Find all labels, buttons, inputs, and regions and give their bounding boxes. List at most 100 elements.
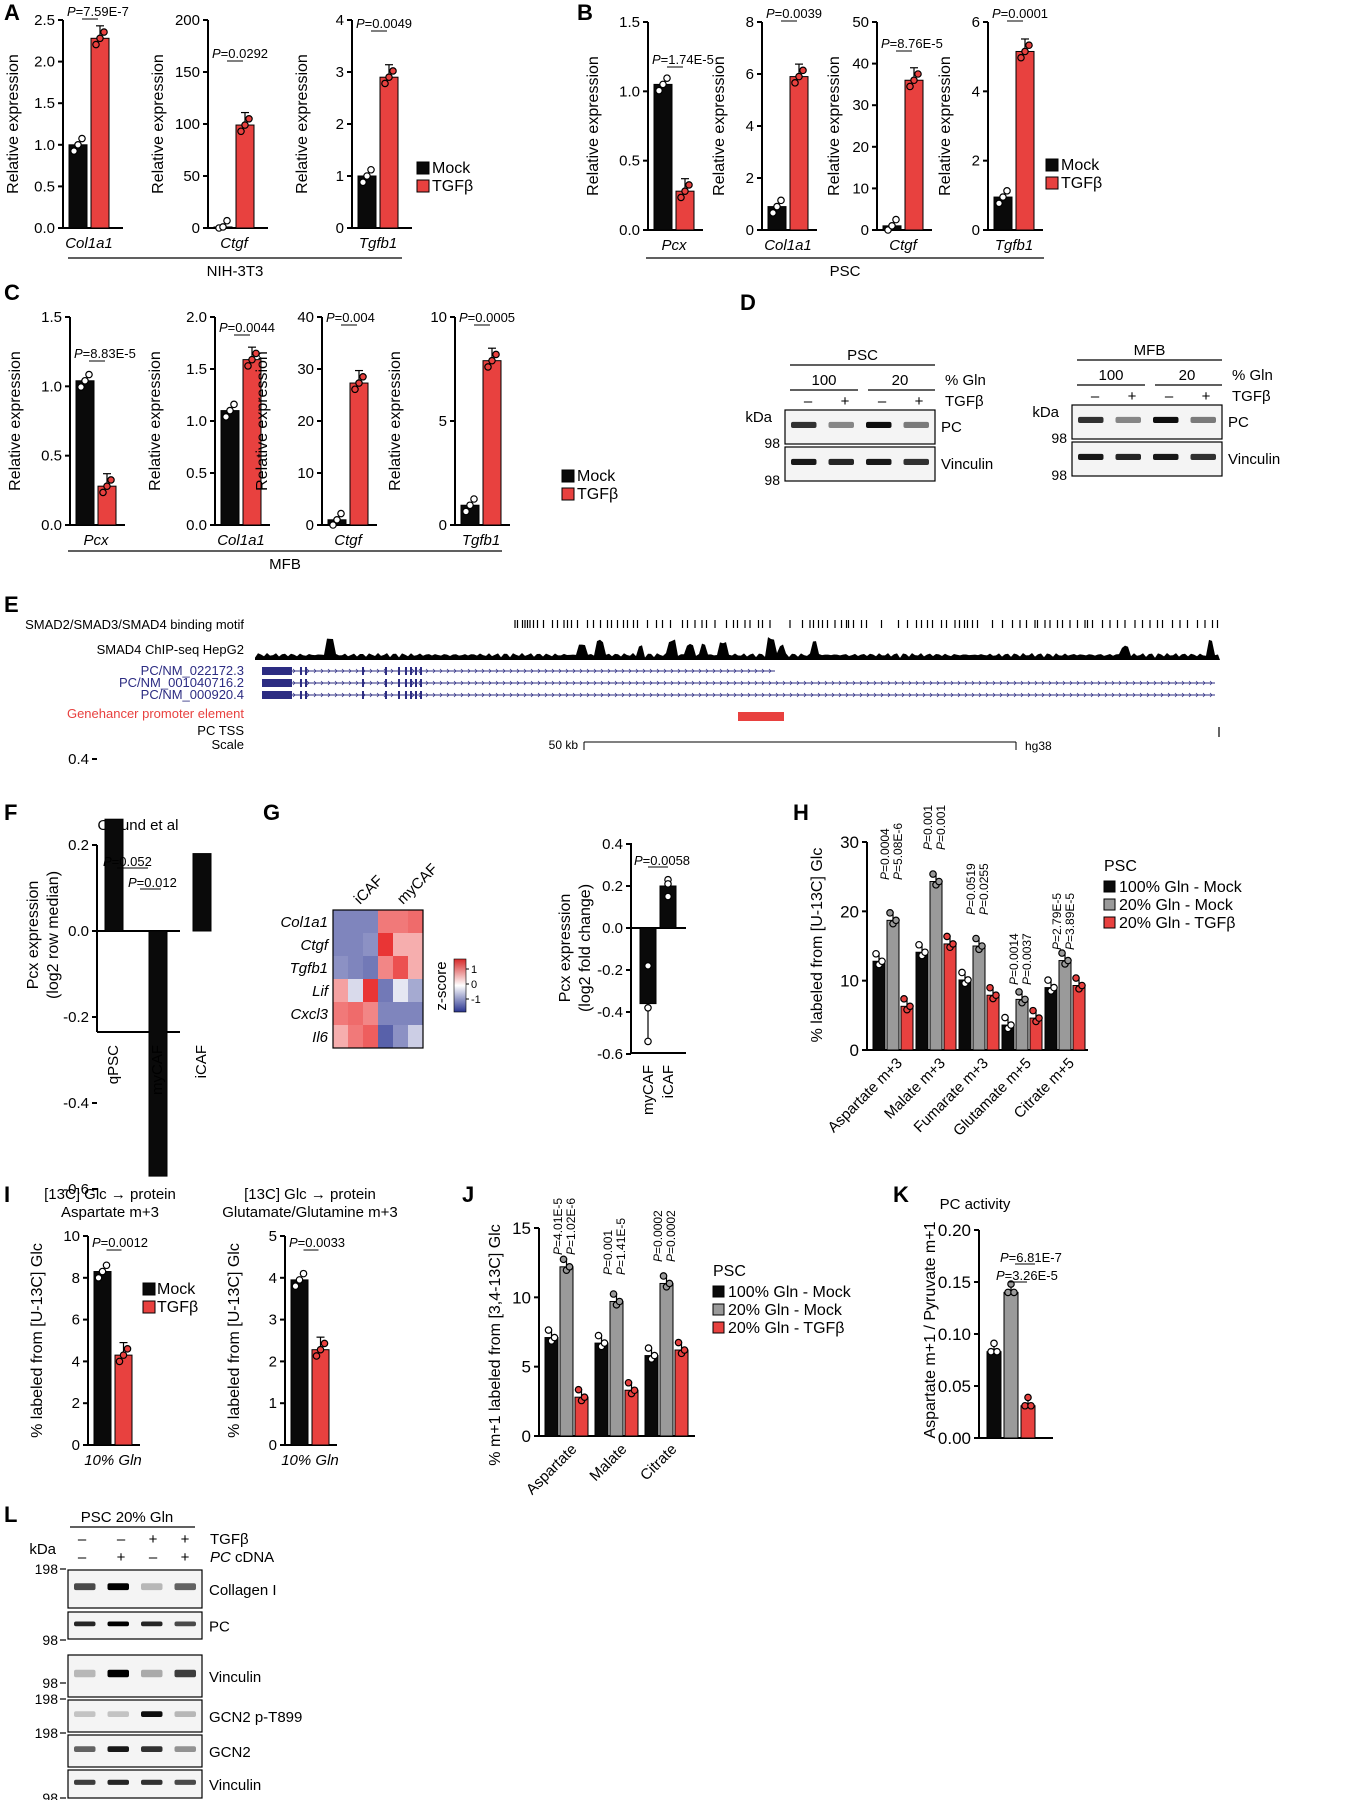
strand-arrow (754, 692, 758, 698)
data-point (100, 28, 108, 36)
strand-arrow (999, 680, 1003, 686)
strand-arrow (873, 692, 877, 698)
bar-1 (886, 919, 900, 1051)
data-point (906, 82, 914, 91)
data-point (600, 1339, 609, 1347)
strand-arrow (502, 692, 506, 698)
band (174, 1779, 196, 1785)
data-point (644, 1344, 653, 1352)
strand-arrow (747, 668, 751, 674)
band (107, 1621, 129, 1627)
panel-letter: G (263, 800, 280, 825)
strand-arrow (824, 680, 828, 686)
tick-label: 0 (746, 222, 754, 239)
legend-item: 20% Gln - TGFβ (728, 1320, 845, 1337)
exon (362, 679, 364, 687)
data-point (226, 406, 234, 415)
strand-arrow (957, 692, 961, 698)
tick-label: 4 (72, 1353, 80, 1370)
strand-arrow (467, 668, 471, 674)
western-blot-psc: PSC 100 20 % Gln – + – + TGFβ kDa 98 98 PC Vinculin (745, 347, 993, 488)
tick-label: 50 (183, 168, 200, 185)
strand-arrow (733, 680, 737, 686)
data-point (892, 215, 900, 224)
strand-arrow (691, 668, 695, 674)
bar (1003, 1291, 1019, 1439)
p-value: P=5.08E-6 (891, 823, 905, 880)
strand-arrow (453, 680, 457, 686)
p-value: P=0.0002 (664, 1210, 678, 1262)
exon (410, 679, 412, 687)
exon (300, 667, 302, 675)
tick-label: 10 (63, 1228, 80, 1245)
data-point (1064, 956, 1072, 965)
bar (192, 853, 212, 932)
strand-arrow (537, 680, 541, 686)
p-value: P=0.0004 (878, 828, 892, 880)
group-label: NIH-3T3 (207, 263, 264, 280)
strand-arrow (1209, 680, 1213, 686)
data-point (664, 880, 672, 888)
strand-arrow (978, 680, 982, 686)
data-point (1007, 1021, 1015, 1029)
strand-arrow (922, 680, 926, 686)
strand-arrow (677, 680, 681, 686)
legend-swatch-tgfb (142, 1300, 156, 1314)
data-point (1001, 1013, 1009, 1022)
strand-arrow (565, 680, 569, 686)
strand-arrow (705, 668, 709, 674)
strand-arrow (838, 692, 842, 698)
tick-label: 0.05 (938, 1377, 971, 1396)
strand-arrow (572, 692, 576, 698)
strand-arrow (719, 668, 723, 674)
bar-chart-ctgf: 0 10 20 30 40 Ctgf Relative expression P=0.004 (254, 309, 377, 549)
heatmap-cell (348, 910, 363, 933)
strand-arrow (698, 680, 702, 686)
category-label: Citrate (637, 1441, 680, 1484)
legend-item: 20% Gln - Mock (728, 1302, 843, 1319)
bar-chart-col1a1: 0.0 0.5 1.0 1.5 2.0 Col1a1 Relative expression… (147, 309, 275, 549)
category-label: 10% Gln (84, 1452, 142, 1469)
strand-arrow (635, 668, 639, 674)
strand-arrow (411, 680, 415, 686)
strand-arrow (775, 680, 779, 686)
bar-tgfb (1015, 50, 1035, 231)
y-axis-label: Relative expression (711, 56, 728, 196)
strand-arrow (341, 692, 345, 698)
strand-arrow (495, 680, 499, 686)
data-point (886, 909, 894, 917)
strand-arrow (306, 680, 310, 686)
data-point (312, 1352, 321, 1360)
strand-arrow (887, 680, 891, 686)
data-point (102, 1261, 111, 1270)
strand-arrow (1062, 680, 1066, 686)
track-label: PC/NM_000920.4 (141, 687, 244, 702)
category-label: Tgfb1 (995, 237, 1033, 254)
strand-arrow (782, 680, 786, 686)
strand-arrow (306, 692, 310, 698)
strand-arrow (292, 680, 296, 686)
exon (405, 667, 407, 675)
strand-arrow (768, 668, 772, 674)
data-point (949, 940, 957, 948)
y-axis-label: Relative expression (387, 351, 404, 491)
strand-arrow (817, 692, 821, 698)
strand-arrow (936, 692, 940, 698)
exon (362, 667, 364, 675)
strand-arrow (1202, 692, 1206, 698)
legend-tgfb: TGFβ (432, 178, 473, 195)
exon (415, 691, 417, 699)
strand-arrow (796, 692, 800, 698)
data-point (78, 134, 86, 143)
data-point (929, 870, 937, 878)
data-point (674, 1338, 683, 1347)
p-value: P=0.0044 (219, 320, 275, 335)
data-point (644, 961, 652, 970)
data-point (295, 1276, 304, 1284)
strand-arrow (439, 680, 443, 686)
band (903, 458, 929, 466)
p-value: P=2.79E-5 (1050, 893, 1064, 950)
heatmap: Col1a1 Ctgf Tgfb1 Lif Cxcl3 Il6 iCAF myCAF 1 0 -1 z… (280, 860, 481, 1049)
data-point (943, 932, 951, 941)
strand-arrow (614, 680, 618, 686)
